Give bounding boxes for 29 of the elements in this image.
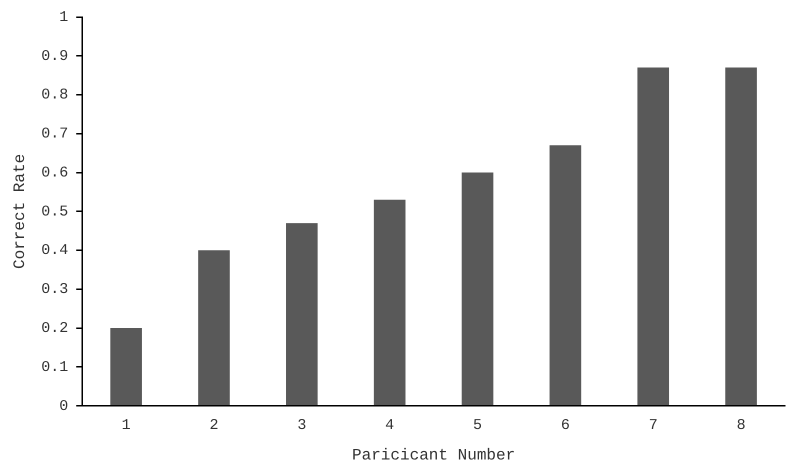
bar bbox=[637, 68, 670, 406]
x-tick-label: 6 bbox=[560, 416, 570, 434]
y-tick-label: 0.8 bbox=[41, 86, 68, 104]
x-tick-label: 3 bbox=[297, 416, 306, 434]
x-tick-label: 5 bbox=[473, 416, 482, 434]
y-tick-label: 1 bbox=[59, 8, 68, 26]
x-tick-label: 7 bbox=[648, 416, 658, 434]
y-axis-title: Correct Rate bbox=[10, 154, 29, 270]
y-tick-label: 0.6 bbox=[41, 164, 68, 182]
x-tick-label: 2 bbox=[209, 416, 218, 434]
bar bbox=[198, 250, 230, 406]
y-tick-label: 0.4 bbox=[41, 242, 68, 260]
y-tick-label: 0 bbox=[59, 398, 68, 415]
y-tick-label: 0.7 bbox=[41, 126, 68, 143]
bar bbox=[550, 145, 582, 406]
x-tick-label: 8 bbox=[736, 416, 746, 434]
bar bbox=[725, 68, 757, 406]
x-tick-label: 4 bbox=[385, 416, 394, 434]
y-tick-label: 0.9 bbox=[41, 48, 68, 65]
bar bbox=[462, 172, 494, 406]
bar bbox=[286, 223, 318, 406]
y-tick-label: 0.5 bbox=[41, 203, 68, 220]
y-tick-label: 0.2 bbox=[41, 320, 68, 338]
bar bbox=[110, 328, 142, 406]
bar bbox=[374, 200, 406, 406]
x-tick-label: 1 bbox=[122, 416, 131, 434]
y-tick-label: 0.3 bbox=[41, 281, 68, 298]
y-tick-label: 0.1 bbox=[41, 358, 68, 376]
x-axis-title: Paricicant Number bbox=[352, 446, 516, 465]
